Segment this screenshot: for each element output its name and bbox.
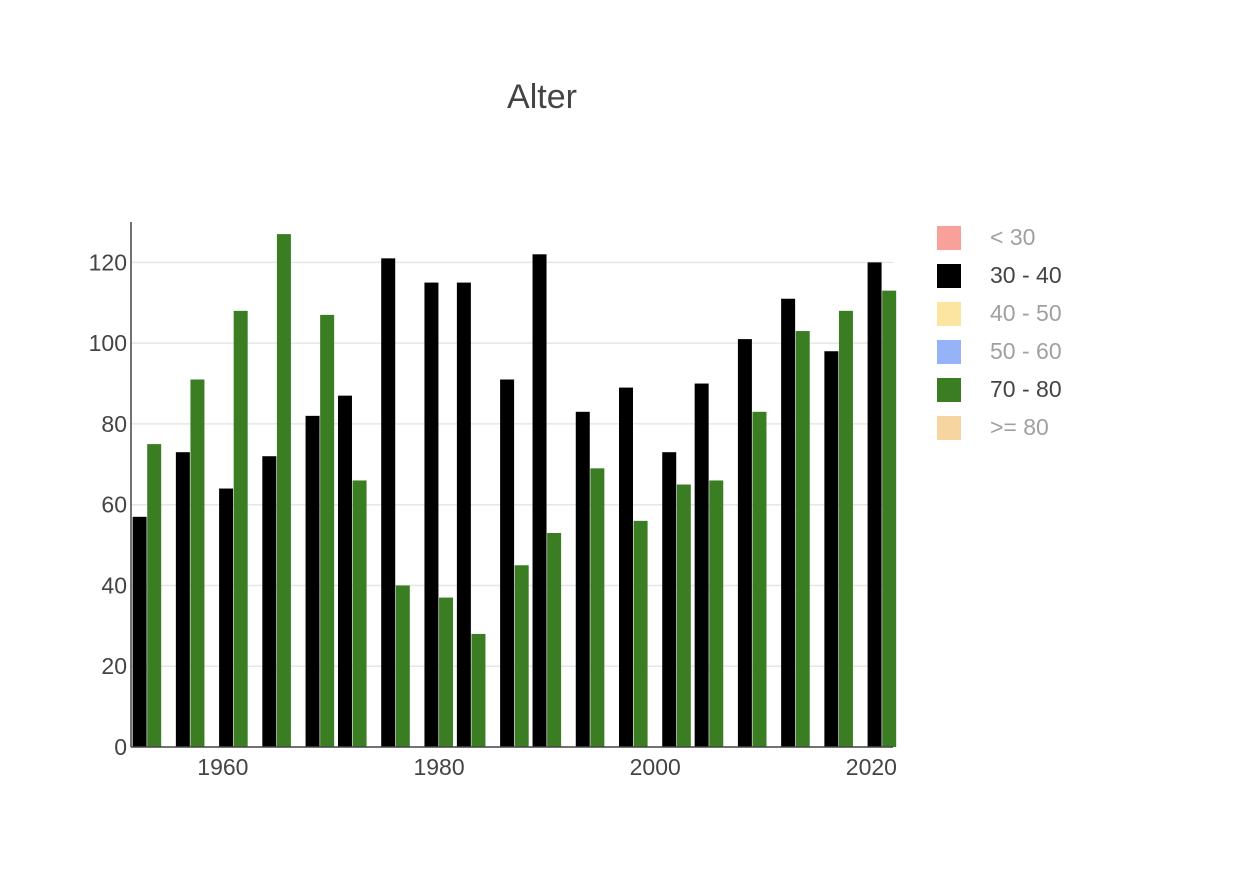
bar[interactable] (752, 411, 767, 747)
bar[interactable] (676, 484, 691, 748)
bar[interactable] (132, 516, 147, 747)
chart-title: Alter (507, 78, 577, 116)
bar[interactable] (737, 339, 752, 747)
bar[interactable] (882, 290, 897, 747)
bar[interactable] (320, 314, 335, 747)
legend-swatch (937, 226, 961, 250)
bar[interactable] (439, 597, 454, 747)
legend-label: 30 - 40 (990, 262, 1062, 288)
legend-label: 50 - 60 (990, 338, 1062, 364)
legend-swatch (937, 264, 961, 288)
bar[interactable] (500, 379, 515, 748)
x-tick-label: 1980 (413, 754, 464, 780)
bar[interactable] (276, 234, 291, 747)
bar[interactable] (395, 585, 410, 747)
bar[interactable] (547, 532, 562, 747)
bar[interactable] (424, 282, 439, 747)
bar[interactable] (694, 383, 709, 747)
bar[interactable] (337, 395, 352, 747)
bar[interactable] (619, 387, 633, 747)
legend-swatch (937, 340, 961, 364)
legend[interactable]: < 30 30 - 40 40 - 50 50 - 60 70 - 80 >= 80 (937, 224, 1062, 440)
x-tick-label: 2000 (630, 754, 681, 780)
legend-label: >= 80 (990, 414, 1049, 440)
legend-label: < 30 (990, 224, 1035, 250)
y-tick-label: 100 (89, 330, 127, 356)
bar[interactable] (575, 411, 590, 747)
legend-label: 40 - 50 (990, 300, 1062, 326)
bar[interactable] (190, 379, 205, 748)
legend-swatch (937, 416, 961, 440)
bar[interactable] (795, 331, 810, 747)
legend-item[interactable]: 30 - 40 (937, 262, 1062, 288)
bar[interactable] (147, 444, 162, 747)
bar[interactable] (471, 633, 486, 747)
bar[interactable] (781, 298, 796, 747)
bar[interactable] (709, 480, 724, 747)
axes: 0 20 40 60 80 100 120 1960 1980 2000 2020 (89, 222, 897, 780)
x-tick-label: 2020 (846, 754, 897, 780)
bar[interactable] (662, 452, 677, 747)
y-tick-label: 20 (101, 653, 127, 679)
bar[interactable] (352, 480, 367, 747)
legend-item[interactable]: 40 - 50 (937, 300, 1062, 326)
legend-item[interactable]: < 30 (937, 224, 1035, 250)
bar[interactable] (381, 258, 396, 747)
bar[interactable] (305, 415, 320, 747)
bar[interactable] (838, 310, 853, 747)
bar[interactable] (590, 468, 605, 747)
bar[interactable] (867, 262, 882, 747)
legend-swatch (937, 302, 961, 326)
bar[interactable] (633, 520, 648, 747)
y-tick-label: 120 (89, 249, 127, 275)
legend-label: 70 - 80 (990, 376, 1062, 402)
y-tick-label: 60 (101, 492, 127, 518)
bar[interactable] (456, 282, 471, 747)
bar[interactable] (233, 310, 248, 747)
y-tick-label: 0 (114, 734, 127, 760)
y-tick-label: 40 (101, 572, 127, 598)
legend-item[interactable]: 50 - 60 (937, 338, 1062, 364)
x-tick-label: 1960 (197, 754, 248, 780)
bar[interactable] (175, 452, 190, 747)
bar[interactable] (532, 254, 547, 747)
legend-item[interactable]: 70 - 80 (937, 376, 1062, 402)
bar[interactable] (514, 565, 529, 747)
y-tick-label: 80 (101, 411, 127, 437)
bars (132, 234, 897, 748)
legend-swatch (937, 378, 961, 402)
bar[interactable] (219, 488, 234, 747)
bar[interactable] (824, 351, 839, 747)
bar[interactable] (262, 456, 277, 747)
legend-item[interactable]: >= 80 (937, 414, 1049, 440)
